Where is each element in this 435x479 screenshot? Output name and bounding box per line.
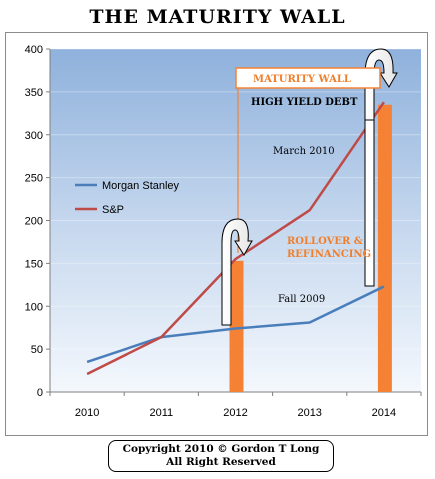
y-tick-label: 100 xyxy=(25,301,43,313)
y-tick-label: 400 xyxy=(25,44,43,56)
rollover-arrow-2014-stem xyxy=(364,119,375,287)
x-tick-label: 2011 xyxy=(149,407,173,419)
x-tick-label: 2010 xyxy=(75,407,99,419)
rollover-label-line1: ROLLOVER & xyxy=(287,236,363,247)
y-tick-label: 0 xyxy=(37,387,43,399)
rollover-label-line2: REFINANCING xyxy=(287,249,371,260)
maturity-wall-label: MATURITY WALL xyxy=(253,74,351,85)
chart-title: THE MATURITY WALL xyxy=(89,6,346,28)
copyright-line-1: Copyright 2010 © Gordon T Long xyxy=(122,443,320,455)
rollover-arrow-2014 xyxy=(364,48,398,287)
copyright-line-2: All Right Reserved xyxy=(166,456,276,468)
y-tick-label: 350 xyxy=(25,87,43,99)
legend-label-sp: S&P xyxy=(102,204,124,216)
x-tick-label: 2014 xyxy=(372,407,396,419)
y-tick-label: 300 xyxy=(25,130,43,142)
maturity-wall-box xyxy=(235,67,381,89)
fall-2009-label: Fall 2009 xyxy=(278,294,325,305)
bar-2014 xyxy=(377,104,392,393)
bar-2012 xyxy=(229,260,244,392)
y-tick-label: 250 xyxy=(25,173,43,185)
high-yield-debt-label: HIGH YIELD DEBT xyxy=(251,97,358,108)
legend-label-morgan-stanley: Morgan Stanley xyxy=(102,180,180,192)
y-tick-label: 50 xyxy=(31,344,43,356)
march-2010-label: March 2010 xyxy=(273,146,335,157)
rollover-arrow-2012 xyxy=(221,218,253,326)
copyright-box: Copyright 2010 © Gordon T Long All Right… xyxy=(108,440,334,472)
chart-frame: 0 50 100 150 200 250 300 350 400 2010 2011 2012 201… xyxy=(5,32,428,436)
x-tick-label: 2012 xyxy=(223,407,247,419)
y-tick-label: 150 xyxy=(25,258,43,270)
series-line-morgan-stanley xyxy=(86,285,385,364)
y-tick-label: 200 xyxy=(25,216,43,228)
x-tick-label: 2013 xyxy=(297,407,321,419)
chart-plot: 0 50 100 150 200 250 300 350 400 2010 2011 2012 201… xyxy=(25,44,422,419)
series-line-sp xyxy=(86,101,385,376)
